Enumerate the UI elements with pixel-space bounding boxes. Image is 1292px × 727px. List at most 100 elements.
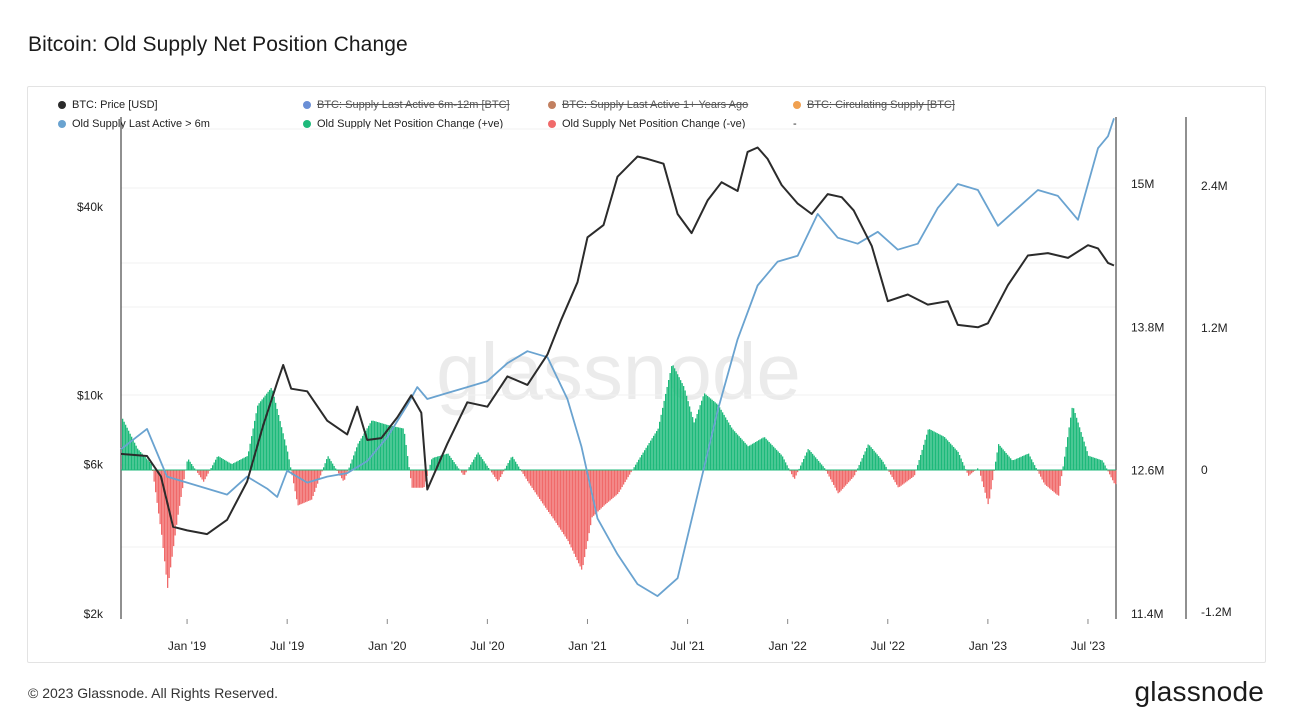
net-change-bar-positive (714, 402, 716, 470)
net-change-bar-positive (356, 447, 358, 470)
net-change-bar-negative (911, 470, 913, 478)
net-change-bar-negative (549, 470, 551, 515)
net-change-bar-positive (938, 433, 940, 470)
net-change-bar-negative (588, 470, 590, 534)
legend-item-1[interactable]: BTC: Supply Last Active 6m-12m [BTC] (303, 99, 510, 111)
net-change-bar-negative (792, 470, 794, 478)
net-change-bar-positive (1074, 412, 1076, 470)
net-change-bar-negative (794, 470, 796, 479)
net-change-bar-positive (788, 468, 790, 470)
net-change-bar-negative (1047, 470, 1049, 488)
net-change-bar-positive (773, 446, 775, 470)
net-change-bar-negative (981, 470, 983, 482)
net-change-bar-positive (377, 421, 379, 470)
net-change-bar-positive (668, 380, 670, 470)
net-change-bar-negative (498, 470, 500, 480)
net-change-bar-negative (306, 470, 308, 502)
net-change-bar-positive (804, 455, 806, 470)
net-change-bar-negative (842, 470, 844, 489)
net-change-bar-negative (1055, 470, 1057, 494)
net-change-bar-positive (1080, 432, 1082, 470)
net-change-bar-positive (129, 433, 131, 470)
legend-item-0[interactable]: BTC: Price [USD] (58, 99, 158, 111)
net-change-bar-positive (368, 425, 370, 470)
net-change-bar-positive (872, 448, 874, 470)
net-change-bar-positive (392, 426, 394, 470)
net-change-bar-negative (492, 470, 494, 475)
legend-label: BTC: Supply Last Active 6m-12m [BTC] (317, 99, 510, 111)
x-tick-label: Jul '22 (871, 639, 906, 653)
net-change-bar-negative (590, 470, 592, 526)
net-change-bar-negative (1061, 470, 1063, 477)
net-change-bar-positive (722, 412, 724, 470)
net-change-bar-positive (1014, 459, 1016, 470)
net-change-tick-label: -1.2M (1201, 605, 1232, 619)
net-change-bar-positive (1077, 422, 1079, 470)
net-change-bar-positive (762, 437, 764, 470)
net-change-bar-negative (528, 470, 530, 484)
net-change-bar-positive (282, 433, 284, 470)
net-change-bar-positive (741, 439, 743, 470)
net-change-bar-negative (795, 470, 797, 476)
net-change-bar-negative (566, 470, 568, 539)
net-change-bar-positive (447, 453, 449, 470)
net-change-bar-positive (725, 417, 727, 470)
legend-label: Old Supply Last Active > 6m (72, 118, 210, 130)
net-change-bar-negative (1049, 470, 1051, 489)
net-change-bar-positive (1011, 460, 1013, 470)
net-change-bar-positive (686, 395, 688, 470)
net-change-bar-negative (596, 470, 598, 513)
net-change-bar-positive (783, 459, 785, 470)
net-change-bar-positive (402, 428, 404, 470)
net-change-bar-negative (153, 470, 155, 482)
x-tick-label: Jan '21 (568, 639, 607, 653)
legend-item-7[interactable]: - (793, 118, 797, 130)
net-change-bar-positive (213, 462, 215, 470)
net-change-bar-positive (656, 431, 658, 470)
net-change-bar-positive (1101, 460, 1103, 470)
net-change-bar-positive (327, 456, 329, 470)
net-change-bar-negative (1059, 470, 1061, 486)
legend-item-4[interactable]: Old Supply Last Active > 6m (58, 118, 210, 130)
net-change-bar-negative (797, 470, 799, 473)
net-change-bar-positive (1065, 446, 1067, 470)
net-change-bar-positive (644, 450, 646, 470)
glassnode-logo[interactable]: glassnode (1134, 676, 1264, 707)
net-change-bar-positive (189, 461, 191, 470)
net-change-bar-negative (581, 470, 583, 570)
net-change-bar-positive (824, 468, 826, 470)
net-change-bar-positive (1026, 454, 1028, 470)
net-change-bar-negative (849, 470, 851, 481)
net-change-bar-negative (618, 470, 620, 493)
net-change-bar-positive (641, 454, 643, 470)
net-change-bar-positive (1086, 451, 1088, 470)
net-change-bar-positive (923, 444, 925, 470)
net-change-bar-positive (822, 466, 824, 470)
net-change-bar-negative (584, 470, 586, 558)
chart-canvas[interactable]: glassnode$2k$6k$10k$40k11.4M12.6M13.8M15… (28, 87, 1265, 662)
legend-item-5[interactable]: Old Supply Net Position Change (+ve) (303, 118, 503, 130)
net-change-bar-negative (578, 470, 580, 564)
net-change-bar-positive (1098, 459, 1100, 470)
net-change-bar-positive (812, 453, 814, 470)
net-change-tick-label: 2.4M (1201, 179, 1228, 193)
net-change-bar-positive (222, 458, 224, 470)
legend-item-2[interactable]: BTC: Supply Last Active 1+ Years Ago (548, 99, 748, 111)
net-change-bar-positive (281, 427, 283, 470)
net-change-bar-negative (414, 470, 416, 488)
net-change-bar-positive (285, 445, 287, 470)
net-change-bar-positive (455, 464, 457, 470)
net-change-bar-negative (968, 470, 970, 476)
legend-item-6[interactable]: Old Supply Net Position Change (-ve) (548, 118, 745, 130)
net-change-bar-negative (461, 470, 463, 473)
net-change-bar-negative (585, 470, 587, 550)
net-change-bar-positive (192, 466, 194, 470)
net-change-bar-positive (252, 428, 254, 470)
legend-item-3[interactable]: BTC: Circulating Supply [BTC] (793, 99, 955, 111)
net-change-bar-positive (137, 448, 139, 470)
net-change-bar-positive (477, 452, 479, 470)
net-change-bar-positive (140, 451, 142, 470)
net-change-bar-positive (444, 454, 446, 470)
net-change-bar-negative (533, 470, 535, 491)
net-change-bar-positive (381, 423, 383, 470)
